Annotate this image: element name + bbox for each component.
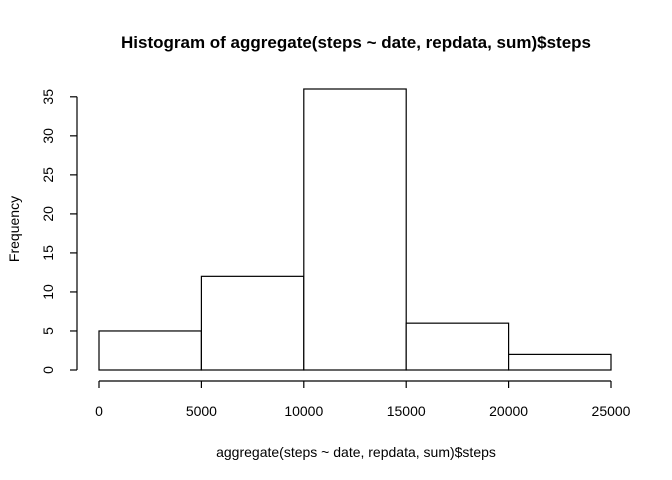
y-tick-label-2: 10: [40, 284, 56, 300]
y-tick-label-0: 0: [40, 366, 56, 374]
y-axis-label: Frequency: [6, 196, 22, 262]
histogram-bar-0: [98, 330, 203, 371]
x-tick-label-4: 20000: [489, 403, 528, 419]
bars-group: [98, 88, 612, 371]
chart-title: Histogram of aggregate(steps ~ date, rep…: [121, 33, 591, 52]
histogram-bar-3: [405, 322, 510, 371]
x-tick-label-0: 0: [95, 403, 103, 419]
x-axis-label: aggregate(steps ~ date, repdata, sum)$st…: [216, 444, 496, 460]
histogram-bar-2: [303, 88, 407, 371]
histogram-bar-4: [508, 353, 612, 371]
histogram-bar-1: [200, 275, 305, 371]
y-tick-label-6: 30: [40, 128, 56, 144]
x-tick-label-2: 10000: [284, 403, 323, 419]
y-tick-label-7: 35: [40, 89, 56, 105]
y-tick-label-1: 5: [40, 327, 56, 335]
y-tick-label-4: 20: [40, 206, 56, 222]
y-axis: 0 5 10 15 20 25 30 35: [40, 89, 78, 374]
x-tick-label-3: 15000: [387, 403, 426, 419]
y-tick-label-3: 15: [40, 245, 56, 261]
y-tick-label-5: 25: [40, 167, 56, 183]
x-tick-label-5: 25000: [592, 403, 631, 419]
x-axis: 0 5000 10000 15000 20000 25000: [95, 380, 631, 419]
x-tick-label-1: 5000: [186, 403, 217, 419]
